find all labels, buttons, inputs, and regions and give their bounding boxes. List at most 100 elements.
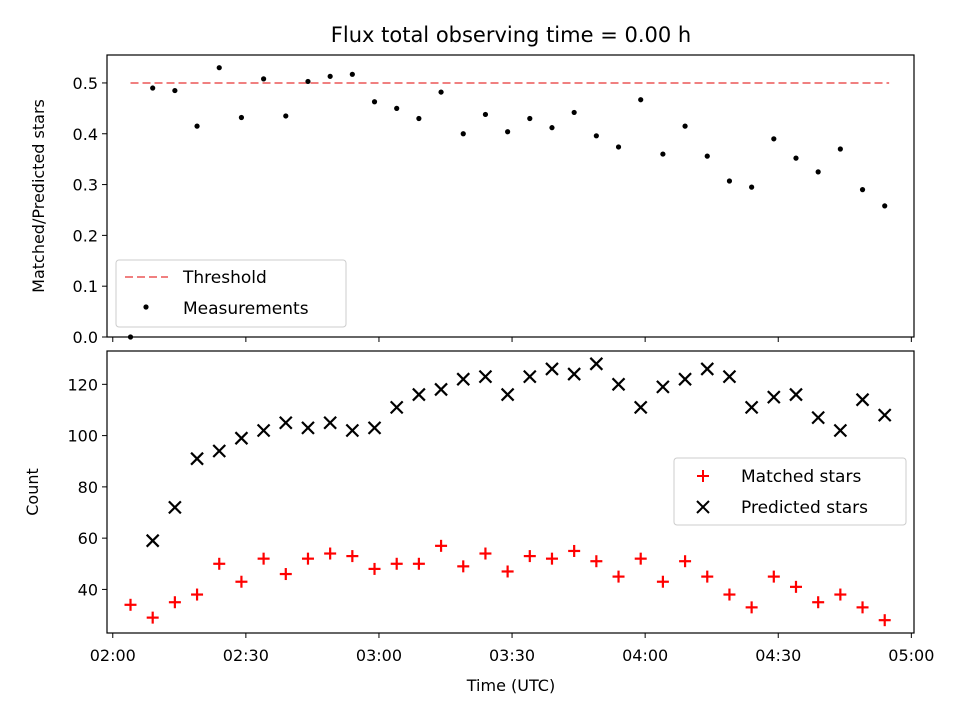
x-tick-label: 05:00 [888,646,934,665]
matched-star-point [767,570,780,583]
measurement-point [749,184,755,190]
ratio-y-tick-label: 0.3 [73,176,98,195]
count-axes-frame [106,350,915,634]
predicted-star-point [744,400,759,415]
measurement-point [859,187,866,193]
predicted-star-point [389,400,404,415]
measurement-point [882,203,888,209]
matched-star-point [568,544,581,557]
measurement-point [460,131,466,137]
predicted-star-point [589,357,604,371]
measurement-point [394,105,400,111]
count-plot-area [124,357,892,627]
measurement-point [216,65,222,71]
ratio-y-tick-label: 0.0 [73,328,98,347]
ratio-plot-area [127,65,890,340]
predicted-star-point [656,380,670,394]
measurement-point [416,115,422,122]
count-panel: Count Time (UTC) 40 60 80 100 120 02:00 02:30 0… [23,350,934,695]
matched-star-point [213,557,226,570]
matched-star-point [301,552,314,565]
ratio-y-axis: 0.0 0.1 0.2 0.3 0.4 0.5 [73,74,912,347]
measurement-point [349,71,355,77]
matched-legend-swatch [697,470,709,482]
ratio-y-tick-label: 0.4 [73,125,98,144]
matched-star-point [656,575,669,588]
measurements-legend-swatch [143,304,149,310]
measurement-point [238,114,245,121]
matched-star-point [590,555,603,568]
measurement-point [150,85,156,91]
predicted-star-point [633,400,648,415]
count-legend-box [673,457,907,526]
x-tick-label: 04:00 [622,646,668,665]
predicted-star-point [523,369,537,384]
measurement-point [771,136,777,142]
predicted-star-point [190,451,204,466]
measurement-point [327,73,333,79]
matched-star-point [878,614,891,627]
matched-star-point [723,588,736,601]
matched-star-point [789,580,802,593]
predicted-star-point [434,382,448,397]
count-legend: Matched stars Predicted stars [673,457,907,526]
count-y-tick-label: 100 [67,427,98,446]
matched-star-point [124,598,137,611]
threshold-legend-label: Threshold [182,268,267,288]
measurements-legend-label: Measurements [183,299,309,319]
measurement-point [615,144,622,150]
predicted-star-point [412,387,426,402]
predicted-star-point [478,369,493,384]
x-tick-label: 03:30 [489,646,535,665]
matched-star-point [479,547,492,560]
matched-star-point [679,555,692,568]
measurement-point [527,115,533,122]
predicted-legend-label: Predicted stars [741,498,868,518]
predicted-legend-swatch [696,500,710,514]
matched-star-point [368,562,381,575]
matched-star-point [279,568,292,581]
matched-star-point [235,575,248,588]
measurement-point [571,109,577,116]
matched-star-point [412,557,425,570]
measurement-point [704,153,710,159]
count-y-tick-label: 40 [78,580,98,599]
predicted-star-point [855,392,870,407]
measurement-point [815,169,821,175]
measurement-point [837,146,843,152]
predicted-star-point [611,377,626,392]
predicted-star-point [301,421,315,435]
count-y-tick-label: 60 [78,529,98,548]
matched-star-point [834,588,847,601]
predicted-star-point [811,410,825,425]
measurement-point [682,123,688,129]
measurement-point [726,178,733,184]
x-tick-label: 02:00 [90,646,136,665]
predicted-star-point [168,500,182,515]
matched-star-point [324,547,337,560]
count-y-tick-label: 80 [78,478,98,497]
predicted-star-point [234,431,249,445]
matched-star-point [346,550,359,563]
measurement-point [549,125,555,131]
y-axis-label-count: Count [23,468,42,516]
x-tick-label: 02:30 [223,646,269,665]
predicted-star-point [678,372,692,386]
ratio-axes-frame [106,54,915,338]
measurement-point [638,97,644,103]
matched-star-point [501,565,514,578]
count-y-tick-label: 120 [67,375,98,394]
measurement-point [371,99,378,105]
measurement-point [283,113,289,119]
ratio-y-tick-label: 0.1 [73,277,98,296]
measurement-point [660,151,666,157]
measurement-point [194,123,200,129]
predicted-star-point [256,423,271,438]
measurement-point [305,78,311,85]
measurement-point [793,155,799,161]
count-axes: 40 60 80 100 120 02:00 02:30 03:00 03:30 04:00 04:… [67,375,934,665]
matched-star-point [745,601,758,614]
predicted-star-point [279,416,293,430]
